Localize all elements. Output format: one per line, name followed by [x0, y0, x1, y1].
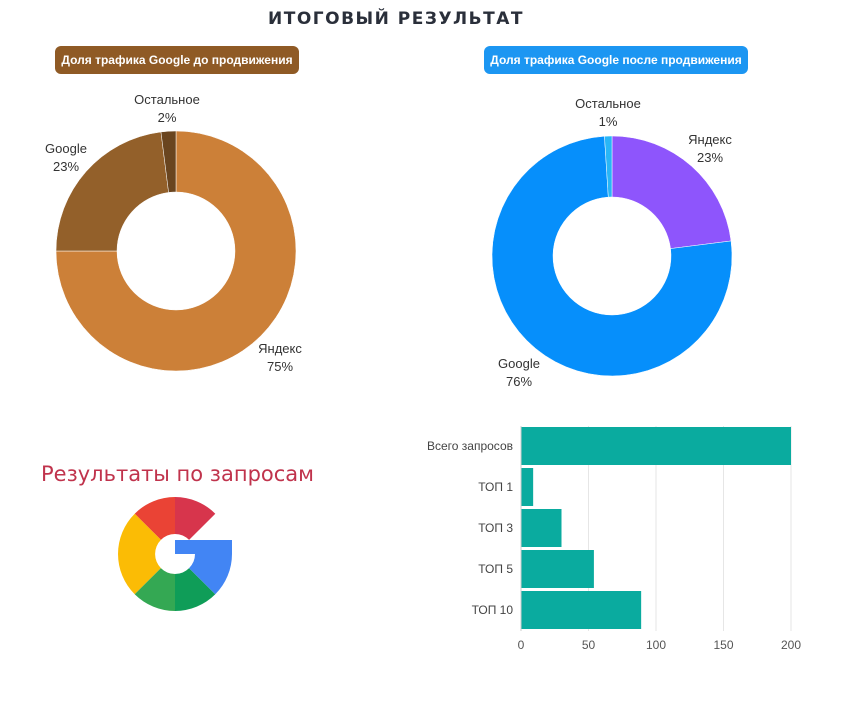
bar — [521, 550, 594, 588]
bar — [521, 591, 642, 629]
bar — [521, 427, 791, 465]
x-tick-label: 50 — [582, 638, 596, 652]
x-tick-label: 200 — [781, 638, 801, 652]
bar — [521, 509, 562, 547]
before-promotion-badge: Доля трафика Google до продвижения — [55, 46, 299, 74]
after-slice-label-other: Остальное — [575, 96, 641, 111]
after-slice-label-google: Google — [498, 356, 540, 371]
before-slice-value-google: 23% — [53, 159, 79, 174]
before-slice-value-yandex: 75% — [267, 359, 293, 374]
results-title: Результаты по запросам — [40, 462, 315, 486]
x-tick-label: 0 — [518, 638, 525, 652]
after-slice-value-other: 1% — [599, 114, 618, 129]
after-slice-label-yandex: Яндекс — [688, 132, 732, 147]
after-slice-other — [604, 135, 613, 198]
after-slice-value-yandex: 23% — [697, 150, 723, 165]
after-slice-google — [491, 135, 733, 377]
before-slice-value-other: 2% — [158, 110, 177, 125]
category-label: ТОП 5 — [478, 562, 513, 576]
after-promotion-badge: Доля трафика Google после продвижения — [484, 46, 748, 74]
page-title: ИТОГОВЫЙ РЕЗУЛЬТАТ — [268, 9, 524, 29]
before-slice-yandex — [55, 130, 297, 372]
x-tick-label: 150 — [713, 638, 733, 652]
after-slice-value-google: 76% — [506, 374, 532, 389]
category-label: Всего запросов — [427, 439, 513, 453]
category-label: ТОП 10 — [472, 603, 514, 617]
before-slice-label-other: Остальное — [134, 92, 200, 107]
before-slice-other — [160, 130, 177, 193]
before-slice-google — [55, 131, 169, 252]
after-slice-yandex — [611, 135, 732, 249]
category-label: ТОП 3 — [478, 521, 513, 535]
x-tick-label: 100 — [646, 638, 666, 652]
bar — [521, 468, 534, 506]
before-slice-label-yandex: Яндекс — [258, 341, 302, 356]
category-label: ТОП 1 — [478, 480, 513, 494]
before-slice-label-google: Google — [45, 141, 87, 156]
